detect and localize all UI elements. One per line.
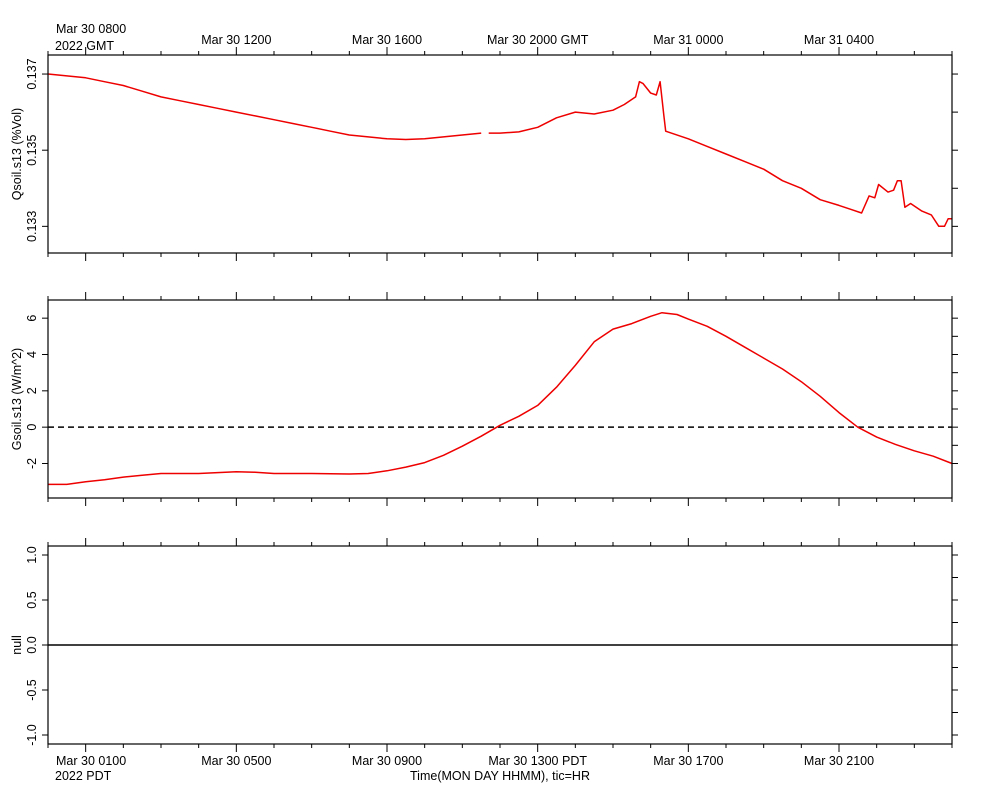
series-line-segment-1 [48,311,953,486]
series-line-segment-2 [488,80,952,228]
y-tick-label: -2 [25,458,39,469]
y-tick-label: 0.0 [25,636,39,653]
y-tick-label: 4 [25,351,39,358]
bottom-tick-label: Mar 30 1300 PDT [488,754,587,768]
y-tick-label: 2 [25,387,39,394]
top-tick-label: Mar 31 0000 [653,33,723,47]
y-axis-title: null [10,635,24,654]
chart-panels: 0.133 0.135 0.137 Qsoil.s13 (%Vol) -2 0 2 4 6 Gso… [10,47,958,752]
y-tick-label: -0.5 [25,679,39,701]
plot-frame [47,54,953,254]
top-tick-label: Mar 30 1600 [352,33,422,47]
bottom-year-label: 2022 PDT [55,769,112,783]
top-tick-label: Mar 30 0800 [56,22,126,36]
y-tick-label: 0.137 [25,58,39,89]
top-tick-label: Mar 30 1200 [201,33,271,47]
bottom-tick-label: Mar 30 0100 [56,754,126,768]
top-time-axis: Mar 30 0800 Mar 30 1200 Mar 30 1600 Mar 30 … [56,22,874,47]
bottom-tick-label: Mar 30 1700 [653,754,723,768]
y-tick-label: 0.135 [25,135,39,166]
chart-panel-1: 0.133 0.135 0.137 Qsoil.s13 (%Vol) [10,47,958,261]
x-axis-title: Time(MON DAY HHMM), tic=HR [410,769,590,783]
top-year-label: 2022 GMT [55,39,114,53]
y-tick-label: -1.0 [25,724,39,746]
top-tick-label: Mar 30 2000 GMT [487,33,589,47]
y-tick-label: 0.133 [25,211,39,242]
plot-frame [47,545,953,745]
y-axis-title: Gsoil.s13 (W/m^2) [10,348,24,450]
top-tick-label: Mar 31 0400 [804,33,874,47]
bottom-tick-label: Mar 30 2100 [804,754,874,768]
y-tick-label: 0.5 [25,591,39,608]
bottom-time-axis: Mar 30 0100 Mar 30 0500 Mar 30 0900 Mar 30 … [56,754,874,768]
y-tick-label: 6 [25,315,39,322]
chart-panel-2: -2 0 2 4 6 Gsoil.s13 (W/m^2) [10,292,958,506]
y-tick-label: 0 [25,424,39,431]
bottom-tick-label: Mar 30 0900 [352,754,422,768]
bottom-tick-label: Mar 30 0500 [201,754,271,768]
plot-frame [47,299,953,499]
y-tick-label: 1.0 [25,546,39,563]
series-line-segment-1 [47,73,482,141]
y-axis-title: Qsoil.s13 (%Vol) [10,108,24,200]
chart-panel-3: -1.0 -0.5 0.0 0.5 1.0 null [10,538,958,752]
